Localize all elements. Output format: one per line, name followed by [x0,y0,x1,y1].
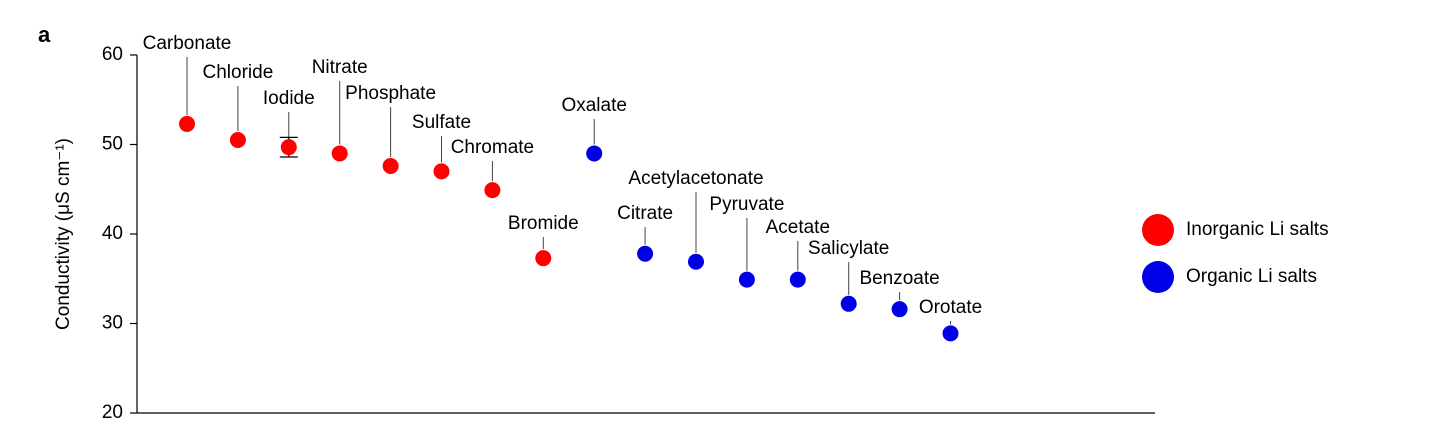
point [789,271,806,288]
point [688,253,704,270]
point-label: Salicylate [808,238,889,259]
point-label: Acetylacetonate [628,168,763,189]
y-tick-label: 20 [102,402,123,423]
legend-label: Organic Li salts [1186,266,1317,287]
point-label: Chloride [203,62,274,83]
legend-label: Inorganic Li salts [1186,219,1329,240]
point-label: Bromide [508,213,579,234]
point [637,245,654,262]
point-label: Nitrate [312,57,368,78]
point [433,163,450,180]
point [280,139,297,156]
point-label: Citrate [617,203,673,224]
legend-marker [1142,214,1174,246]
point [840,295,857,312]
y-tick-label: 60 [102,44,123,65]
point-label: Iodide [263,88,315,109]
point [891,301,908,318]
panel-label: a [38,22,51,47]
point-label: Benzoate [859,268,939,289]
point-label: Oxalate [561,95,626,116]
y-tick-label: 30 [102,313,123,334]
point-label: Pyruvate [709,194,784,215]
point [586,145,603,162]
point [331,145,348,162]
point [484,182,501,199]
point [382,157,399,174]
point-label: Sulfate [412,112,471,133]
point-label: Phosphate [345,83,436,104]
y-tick-label: 40 [102,223,123,244]
point-label: Acetate [766,217,830,238]
point [738,271,755,288]
y-tick-label: 50 [102,134,123,155]
point-label: Orotate [919,297,982,318]
point-label: Chromate [451,137,534,158]
point [229,132,246,149]
legend-marker [1142,261,1174,293]
point-label: Carbonate [143,33,232,54]
y-axis-label: Conductivity (μS cm⁻¹) [53,138,74,330]
point [535,250,552,267]
point [179,115,195,132]
point [942,325,959,342]
